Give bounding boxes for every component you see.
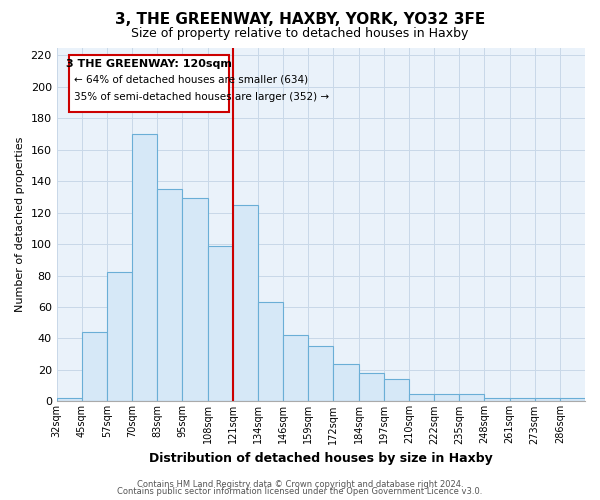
- Text: Contains HM Land Registry data © Crown copyright and database right 2024.: Contains HM Land Registry data © Crown c…: [137, 480, 463, 489]
- Bar: [182, 198, 208, 402]
- Bar: [560, 398, 585, 402]
- Bar: [208, 246, 233, 402]
- Bar: [535, 398, 560, 402]
- Bar: [359, 373, 384, 402]
- Bar: [434, 394, 459, 402]
- Bar: [334, 364, 359, 402]
- Text: Contains public sector information licensed under the Open Government Licence v3: Contains public sector information licen…: [118, 487, 482, 496]
- Text: 35% of semi-detached houses are larger (352) →: 35% of semi-detached houses are larger (…: [74, 92, 329, 102]
- Text: ← 64% of detached houses are smaller (634): ← 64% of detached houses are smaller (63…: [74, 74, 308, 84]
- Bar: [132, 134, 157, 402]
- Bar: [308, 346, 334, 402]
- Text: 3 THE GREENWAY: 120sqm: 3 THE GREENWAY: 120sqm: [66, 58, 232, 68]
- Bar: [283, 336, 308, 402]
- Bar: [258, 302, 283, 402]
- Y-axis label: Number of detached properties: Number of detached properties: [15, 137, 25, 312]
- Text: 3, THE GREENWAY, HAXBY, YORK, YO32 3FE: 3, THE GREENWAY, HAXBY, YORK, YO32 3FE: [115, 12, 485, 28]
- Text: Size of property relative to detached houses in Haxby: Size of property relative to detached ho…: [131, 28, 469, 40]
- Bar: [409, 394, 434, 402]
- FancyBboxPatch shape: [69, 56, 229, 112]
- Bar: [82, 332, 107, 402]
- X-axis label: Distribution of detached houses by size in Haxby: Distribution of detached houses by size …: [149, 452, 493, 465]
- Bar: [459, 394, 484, 402]
- Bar: [384, 380, 409, 402]
- Bar: [157, 189, 182, 402]
- Bar: [509, 398, 535, 402]
- Bar: [56, 398, 82, 402]
- Bar: [107, 272, 132, 402]
- Bar: [233, 205, 258, 402]
- Bar: [484, 398, 509, 402]
